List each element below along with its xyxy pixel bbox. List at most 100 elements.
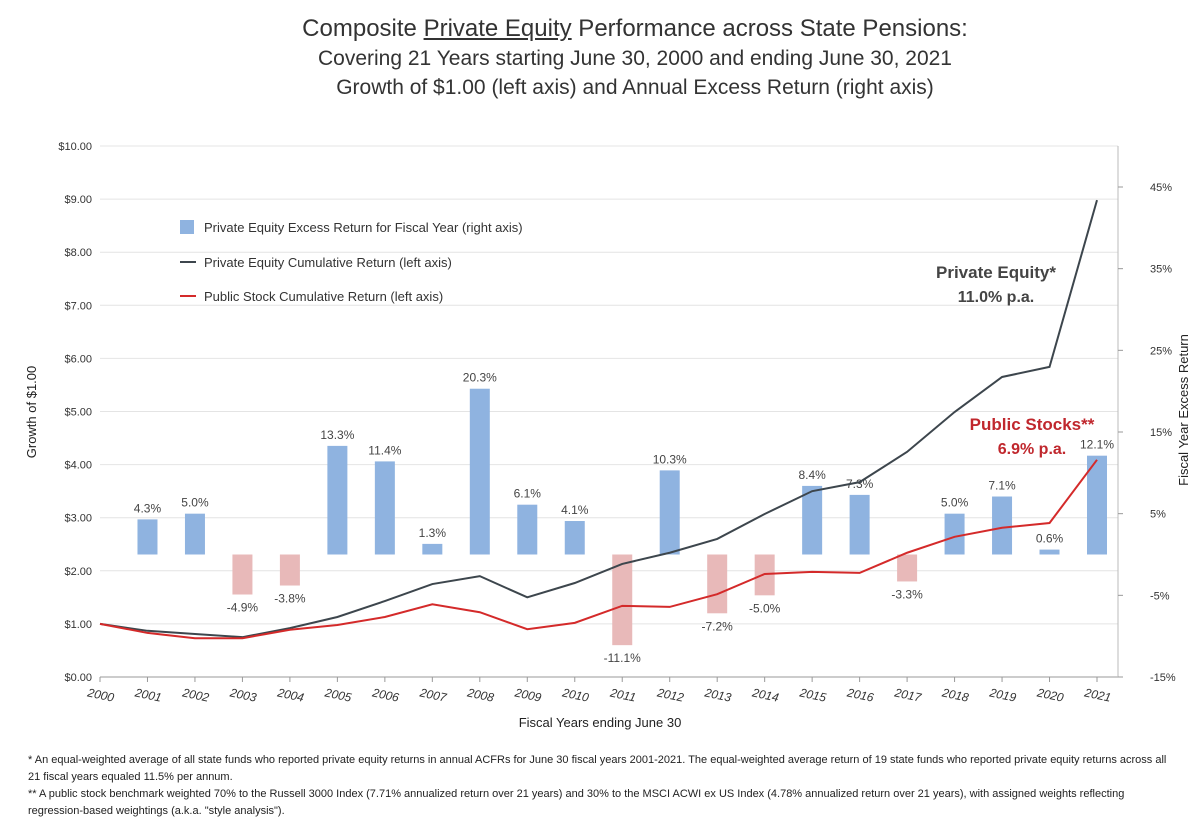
chart-subtitle-1: Covering 21 Years starting June 30, 2000… xyxy=(318,47,952,70)
excess-return-bar xyxy=(849,494,870,555)
x-tick-label: 2014 xyxy=(750,685,780,705)
excess-return-bar xyxy=(1039,549,1060,555)
excess-return-bar xyxy=(232,554,253,595)
bar-data-label: 7.1% xyxy=(988,479,1016,493)
left-tick-label: $0.00 xyxy=(64,672,92,684)
excess-return-bar xyxy=(992,496,1013,555)
x-tick-label: 2013 xyxy=(703,685,733,705)
left-tick-label: $7.00 xyxy=(64,300,92,312)
legend-swatch-bars xyxy=(180,220,194,234)
excess-return-bar xyxy=(279,554,300,586)
left-tick-label: $2.00 xyxy=(64,566,92,578)
excess-return-bar xyxy=(944,513,965,555)
bar-data-label: 7.3% xyxy=(846,477,874,491)
bar-data-label: 20.3% xyxy=(463,371,497,385)
legend-label: Private Equity Excess Return for Fiscal … xyxy=(204,220,523,235)
public-annotation-rate: 6.9% p.a. xyxy=(998,441,1066,458)
footnote-2: ** A public stock benchmark weighted 70%… xyxy=(28,788,1125,817)
x-tick-label: 2010 xyxy=(560,685,590,705)
x-tick-label: 2019 xyxy=(987,685,1017,705)
excess-return-bar xyxy=(517,504,538,555)
x-tick-label: 2015 xyxy=(797,685,827,705)
excess-return-bar xyxy=(469,388,490,555)
title-part: Composite xyxy=(302,15,424,42)
left-tick-label: $6.00 xyxy=(64,353,92,365)
excess-return-bar xyxy=(564,521,585,555)
excess-return-bar xyxy=(184,513,205,555)
left-axis-title: Growth of $1.00 xyxy=(24,366,39,459)
title-underlined: Private Equity xyxy=(423,15,572,42)
chart-title: Composite Private Equity Performance acr… xyxy=(0,14,1200,44)
excess-return-bar xyxy=(659,470,680,555)
legend-label: Private Equity Cumulative Return (left a… xyxy=(204,255,452,270)
legend-label: Public Stock Cumulative Return (left axi… xyxy=(204,289,443,304)
x-tick-label: 2003 xyxy=(228,685,258,705)
left-tick-label: $1.00 xyxy=(64,619,92,631)
public-annotation-name: Public Stocks** xyxy=(970,415,1095,434)
x-tick-label: 2006 xyxy=(370,685,400,705)
right-tick-label: -5% xyxy=(1150,590,1170,602)
bar-data-label: -11.1% xyxy=(604,651,641,665)
excess-return-bar xyxy=(137,519,158,555)
right-tick-label: 35% xyxy=(1150,264,1172,276)
excess-return-bar xyxy=(897,554,918,582)
left-tick-label: $3.00 xyxy=(64,513,92,525)
excess-return-bar xyxy=(422,543,443,555)
chart-svg: $0.00 $1.00 $2.00 $3.00 $4.00 $5.00 $6.00 $7.00… xyxy=(24,141,1191,730)
bar-data-label: 13.3% xyxy=(320,428,354,442)
left-tick-label: $4.00 xyxy=(64,460,92,472)
x-tick-label: 2000 xyxy=(85,685,115,705)
x-tick-label: 2017 xyxy=(892,685,923,705)
x-tick-label: 2021 xyxy=(1082,685,1112,704)
x-tick-label: 2005 xyxy=(323,685,353,705)
bar-data-label: 8.4% xyxy=(798,468,826,482)
x-axis-title: Fiscal Years ending June 30 xyxy=(519,715,682,730)
footnotes: * An equal-weighted average of all state… xyxy=(28,752,1178,820)
x-tick-label: 2007 xyxy=(418,685,449,705)
right-tick-label: 45% xyxy=(1150,182,1172,194)
bar-data-label: 4.3% xyxy=(134,501,162,515)
x-tick-label: 2011 xyxy=(608,685,637,704)
x-tick-label: 2008 xyxy=(465,685,495,705)
chart-titles: Composite Private Equity Performance acr… xyxy=(0,14,1200,102)
x-tick-label: 2018 xyxy=(940,685,970,705)
x-tick-label: 2004 xyxy=(275,685,305,705)
right-tick-label: -15% xyxy=(1150,672,1176,684)
x-tick-label: 2002 xyxy=(180,685,210,705)
left-tick-label: $10.00 xyxy=(58,141,92,153)
left-tick-label: $5.00 xyxy=(64,407,92,419)
bar-data-label: -3.8% xyxy=(274,592,306,606)
x-tick-label: 2009 xyxy=(513,685,543,705)
bar-data-label: -3.3% xyxy=(891,587,923,601)
bar-data-label: 12.1% xyxy=(1080,438,1114,452)
bar-data-label: 1.3% xyxy=(419,526,447,540)
x-tick-label: 2012 xyxy=(655,685,685,705)
left-tick-label: $9.00 xyxy=(64,194,92,206)
pe-annotation-name: Private Equity* xyxy=(936,263,1056,282)
footnote-1: * An equal-weighted average of all state… xyxy=(28,754,1167,783)
excess-return-bar xyxy=(707,554,728,614)
bar-data-label: 5.0% xyxy=(941,496,969,510)
bar-data-label: 0.6% xyxy=(1036,532,1064,546)
bar-data-label: 4.1% xyxy=(561,503,589,517)
right-tick-label: 15% xyxy=(1150,427,1172,439)
bar-data-label: -4.9% xyxy=(227,601,259,615)
right-tick-label: 25% xyxy=(1150,345,1172,357)
bar-data-label: 6.1% xyxy=(514,487,542,501)
excess-return-bar xyxy=(374,461,395,555)
bar-data-label: -7.2% xyxy=(702,619,734,633)
bar-data-label: 11.4% xyxy=(368,443,401,457)
x-tick-label: 2020 xyxy=(1035,685,1065,705)
excess-return-bar xyxy=(1087,455,1107,555)
left-tick-label: $8.00 xyxy=(64,247,92,259)
private-equity-line xyxy=(99,199,1098,639)
excess-return-bar xyxy=(612,554,633,646)
bar-data-label: 5.0% xyxy=(181,496,209,510)
bar-data-label: 10.3% xyxy=(653,452,687,466)
right-axis-title: Fiscal Year Excess Return xyxy=(1176,334,1191,486)
excess-return-bar xyxy=(327,445,348,555)
public-stock-line xyxy=(99,459,1098,640)
excess-return-bar xyxy=(802,485,823,555)
right-tick-label: 5% xyxy=(1150,509,1166,521)
x-tick-label: 2001 xyxy=(133,685,163,704)
